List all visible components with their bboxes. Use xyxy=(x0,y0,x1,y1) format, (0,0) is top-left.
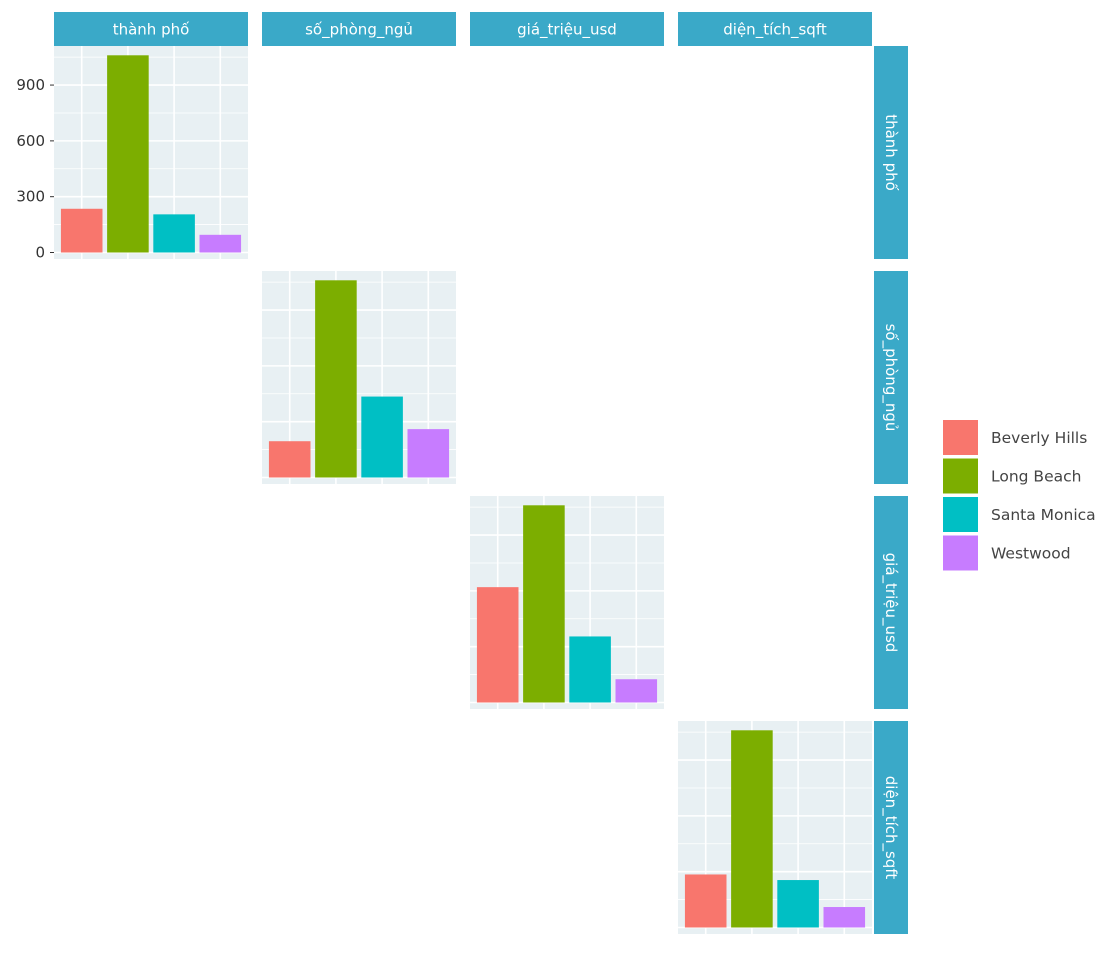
top-strip-label: thành phố xyxy=(113,21,190,39)
top-strip-label: giá_triệu_usd xyxy=(517,21,617,40)
y-tick-label: 300 xyxy=(16,188,45,206)
bar-westwood xyxy=(823,907,866,928)
right-strip xyxy=(874,721,908,934)
right-strip-label: giá_triệu_usd xyxy=(881,553,900,653)
legend-label: Long Beach xyxy=(991,468,1081,486)
legend-label: Beverly Hills xyxy=(991,429,1087,447)
y-tick-label: 600 xyxy=(16,132,45,150)
legend-key xyxy=(943,535,978,571)
y-tick-label: 900 xyxy=(16,76,45,94)
bar-westwood xyxy=(615,679,658,703)
bar-santa-monica xyxy=(153,214,195,253)
bar-westwood xyxy=(199,234,242,253)
bar-santa-monica xyxy=(361,396,403,478)
right-strip xyxy=(874,496,908,709)
right-strip-label: thành phố xyxy=(882,114,900,191)
bar-santa-monica xyxy=(777,880,819,928)
bar-long-beach xyxy=(315,280,357,478)
right-strip-label: số_phòng_ngủ xyxy=(881,324,900,432)
top-strip-label: số_phòng_ngủ xyxy=(305,21,413,40)
bar-beverly-hills xyxy=(60,208,103,253)
top-strip xyxy=(54,12,248,46)
legend-key xyxy=(943,420,978,455)
bar-beverly-hills xyxy=(476,587,519,703)
top-strip xyxy=(262,12,456,46)
legend-key xyxy=(943,497,978,532)
bar-long-beach xyxy=(107,55,149,253)
right-strip xyxy=(874,271,908,484)
bar-long-beach xyxy=(731,730,773,928)
right-strip xyxy=(874,46,908,259)
bar-long-beach xyxy=(523,505,565,703)
y-tick-label: 0 xyxy=(35,243,45,261)
top-strip xyxy=(678,12,872,46)
legend-key xyxy=(943,458,978,494)
bar-beverly-hills xyxy=(684,874,727,928)
bar-beverly-hills xyxy=(268,441,311,478)
top-strip-label: diện_tích_sqft xyxy=(723,21,827,40)
bar-westwood xyxy=(407,429,450,478)
right-strip-label: diện_tích_sqft xyxy=(881,776,900,880)
legend-label: Santa Monica xyxy=(991,506,1096,524)
legend-label: Westwood xyxy=(991,545,1071,563)
top-strip xyxy=(470,12,664,46)
bar-santa-monica xyxy=(569,636,611,703)
